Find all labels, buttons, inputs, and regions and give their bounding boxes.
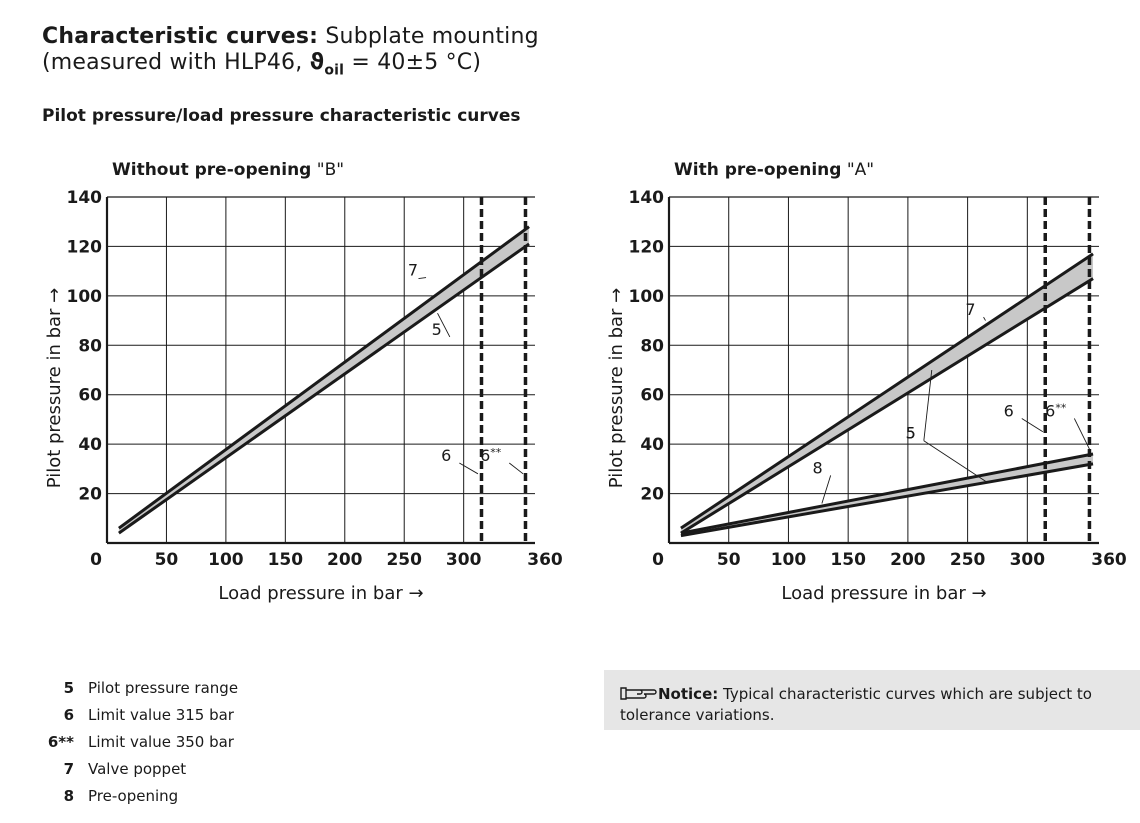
theta-symbol: ϑ bbox=[309, 50, 325, 75]
x-tick-label: 100 bbox=[771, 550, 807, 570]
annotation-leader bbox=[1021, 418, 1044, 433]
annotation-label: 6** bbox=[1045, 401, 1067, 420]
annotation-leader bbox=[923, 440, 986, 482]
x-tick-label: 200 bbox=[890, 550, 926, 570]
y-tick-label: 20 bbox=[78, 485, 102, 505]
chart-title-rest: "A" bbox=[841, 160, 874, 180]
notice-text: Typical characteristic curves which are … bbox=[620, 685, 1092, 724]
title-line-1: Characteristic curves: Subplate mounting bbox=[42, 24, 539, 50]
band-lower-line bbox=[680, 462, 1094, 538]
pointing-hand-icon bbox=[620, 685, 658, 701]
legend-text: Valve poppet bbox=[88, 759, 187, 778]
chart-title-bold: With pre-opening bbox=[674, 160, 841, 180]
y-tick-label: 120 bbox=[629, 237, 665, 257]
y-tick-label: 140 bbox=[629, 188, 665, 208]
title-line2-a: (measured with HLP46, bbox=[42, 50, 310, 75]
x-tick-label: 150 bbox=[830, 550, 866, 570]
x-axis-label: Load pressure in bar → bbox=[781, 583, 986, 604]
legend-key: 5 bbox=[63, 678, 74, 697]
annotation-label: 5 bbox=[906, 424, 916, 443]
band-upper-line bbox=[118, 225, 530, 530]
y-tick-label: 100 bbox=[629, 287, 665, 307]
legend-key: 8 bbox=[63, 786, 74, 805]
chart-title: Without pre-opening "B" bbox=[112, 160, 344, 180]
annotation-leader bbox=[459, 462, 479, 475]
x-tick-label: 250 bbox=[386, 550, 422, 570]
x-tick-label: 360 bbox=[1091, 550, 1127, 570]
legend-text: Pilot pressure range bbox=[88, 678, 239, 697]
y-axis-label: Pilot pressure in bar → bbox=[44, 288, 65, 489]
annotation-label: 6 bbox=[1004, 401, 1014, 420]
legend-text: Limit value 350 bar bbox=[88, 732, 234, 751]
band-lower-line bbox=[680, 277, 1094, 535]
band-upper-line bbox=[680, 452, 1094, 535]
title-bold: Characteristic curves: bbox=[42, 24, 319, 49]
y-axis-label: Pilot pressure in bar → bbox=[606, 288, 627, 489]
legend-item: 5 Pilot pressure range bbox=[40, 674, 239, 701]
legend-key: 6 bbox=[63, 705, 74, 724]
annotation-leader bbox=[923, 369, 933, 441]
x-tick-label: 200 bbox=[327, 550, 363, 570]
annotation-label: 5 bbox=[432, 320, 442, 339]
y-tick-label: 40 bbox=[640, 435, 664, 455]
annotation-label: 5 bbox=[906, 424, 916, 443]
legend: 5 Pilot pressure range 6 Limit value 315 ba… bbox=[40, 674, 238, 809]
annotation-leader bbox=[821, 475, 832, 504]
annotation-label: 6** bbox=[480, 446, 502, 465]
annotation-label: 8 bbox=[812, 458, 822, 477]
annotation-label: 6 bbox=[441, 446, 451, 465]
legend-item: 7 Valve poppet bbox=[40, 755, 238, 782]
title-line2-b: = 40±5 °C) bbox=[344, 50, 482, 75]
section-title: Pilot pressure/load pressure characteris… bbox=[42, 106, 521, 126]
chart-title-bold: Without pre-opening bbox=[112, 160, 311, 180]
legend-item: 8 Pre-opening bbox=[40, 782, 238, 809]
legend-text: Pre-opening bbox=[88, 786, 179, 805]
x-tick-label: 50 bbox=[717, 550, 741, 570]
x-tick-label: 250 bbox=[950, 550, 986, 570]
annotation-leader bbox=[983, 316, 986, 321]
y-tick-label: 60 bbox=[78, 386, 102, 406]
y-tick-label: 40 bbox=[78, 435, 102, 455]
chart-title: With pre-opening "A" bbox=[674, 160, 874, 180]
legend-item: 6 Limit value 315 bar bbox=[40, 701, 238, 728]
annotation-leader bbox=[418, 277, 427, 280]
y-tick-label: 60 bbox=[640, 386, 664, 406]
legend-key: 6** bbox=[47, 732, 74, 751]
theta-subscript: oil bbox=[324, 62, 345, 79]
x-tick-label: 300 bbox=[1010, 550, 1046, 570]
notice-box: Notice: Typical characteristic curves wh… bbox=[604, 670, 1140, 730]
y-tick-label: 100 bbox=[67, 287, 103, 307]
x-tick-label: 50 bbox=[155, 550, 179, 570]
x-tick-label: 0 bbox=[652, 550, 664, 570]
annotation-label: 7 bbox=[408, 261, 418, 280]
legend-item: 6** Limit value 350 bar bbox=[40, 728, 238, 755]
title-line-2: (measured with HLP46, ϑoil = 40±5 °C) bbox=[42, 50, 539, 83]
x-axis-label: Load pressure in bar → bbox=[218, 583, 423, 604]
y-tick-label: 80 bbox=[640, 336, 664, 356]
x-tick-label: 100 bbox=[208, 550, 244, 570]
annotation-label: 7 bbox=[965, 300, 975, 319]
annotation-leader bbox=[437, 312, 451, 338]
x-tick-label: 150 bbox=[268, 550, 304, 570]
x-tick-label: 0 bbox=[90, 550, 102, 570]
chart-without-pre-opening: Without pre-opening "B" 7 5 6 6** 0 50 100 150 20… bbox=[44, 160, 563, 604]
x-tick-label: 300 bbox=[446, 550, 482, 570]
y-tick-label: 80 bbox=[78, 336, 102, 356]
notice-label: Notice: bbox=[658, 685, 719, 703]
y-tick-label: 20 bbox=[640, 485, 664, 505]
chart-title-rest: "B" bbox=[311, 160, 344, 180]
legend-key: 7 bbox=[63, 759, 74, 778]
band-lower-line bbox=[118, 242, 530, 535]
band-upper-line bbox=[680, 252, 1094, 530]
legend-text: Limit value 315 bar bbox=[88, 705, 234, 724]
annotation-leader bbox=[509, 462, 524, 475]
annotation-leader bbox=[1073, 418, 1090, 450]
title-rest: Subplate mounting bbox=[318, 24, 539, 49]
y-tick-label: 120 bbox=[67, 237, 103, 257]
y-tick-label: 140 bbox=[67, 188, 103, 208]
page-title: Characteristic curves: Subplate mounting… bbox=[42, 24, 539, 83]
x-tick-label: 360 bbox=[527, 550, 563, 570]
